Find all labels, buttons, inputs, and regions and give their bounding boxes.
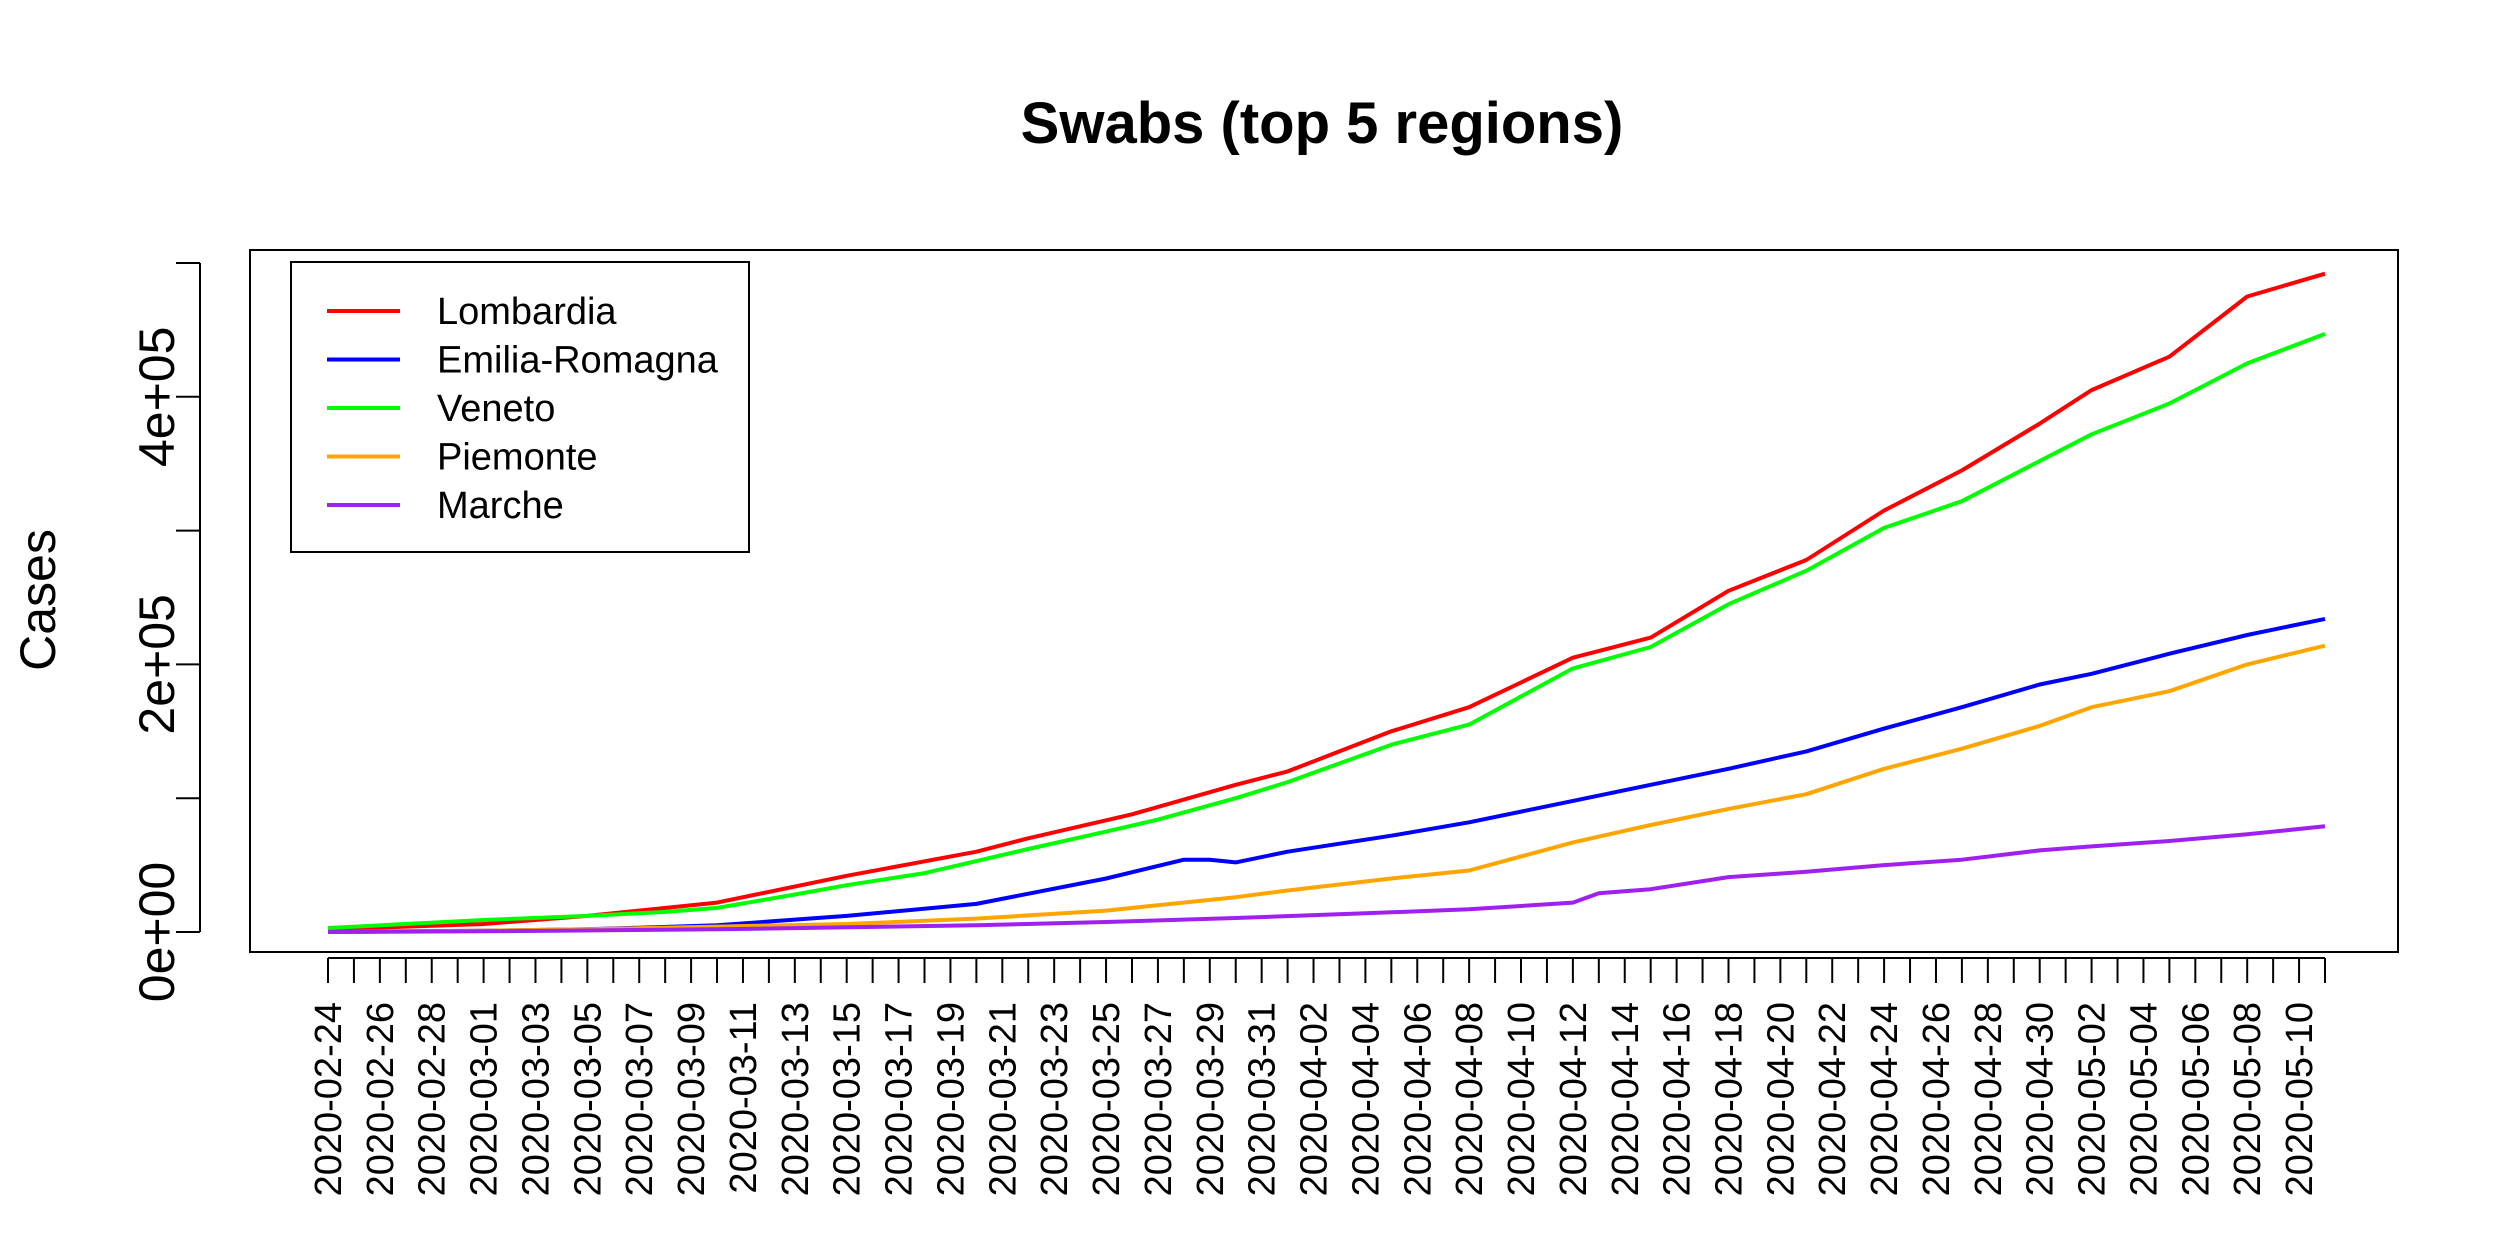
x-tick-label: 2020-03-21 [982, 1002, 1024, 1196]
x-tick-label: 2020-03-25 [1086, 1002, 1128, 1196]
x-tick-label: 2020-03-29 [1190, 1002, 1232, 1196]
x-tick-label: 2020-03-13 [775, 1002, 817, 1196]
y-tick-label: 2e+05 [129, 594, 185, 734]
x-tick-label: 2020-04-14 [1605, 1002, 1647, 1196]
x-tick-label: 2020-03-07 [619, 1002, 661, 1196]
x-tick-label: 2020-04-16 [1657, 1002, 1699, 1196]
x-tick-label: 2020-03-19 [930, 1002, 972, 1196]
x-tick-label: 2020-04-12 [1553, 1002, 1595, 1196]
x-tick-label: 2020-03-23 [1034, 1002, 1076, 1196]
x-tick-label: 2020-04-18 [1708, 1002, 1750, 1196]
x-tick-label: 2020-05-02 [2072, 1002, 2114, 1196]
x-tick-label: 2020-04-06 [1397, 1002, 1439, 1196]
series-line [327, 824, 2326, 934]
legend-label: Lombardia [437, 291, 617, 333]
series-line [327, 616, 2326, 934]
x-tick-label: 2020-03-17 [879, 1002, 921, 1196]
x-tick-label: 2020-03-11 [723, 1002, 765, 1194]
x-tick-label: 2020-02-28 [412, 1002, 454, 1196]
legend-label: Emilia-Romagna [437, 340, 719, 382]
x-tick-label: 2020-03-01 [464, 1002, 506, 1196]
legend-label: Marche [437, 485, 564, 527]
y-tick-label: 4e+05 [129, 327, 185, 467]
x-tick-label: 2020-05-08 [2227, 1002, 2269, 1196]
x-tick-label: 2020-05-04 [2123, 1002, 2165, 1196]
x-tick-label: 2020-04-02 [1294, 1002, 1336, 1196]
y-axis: 0e+00 2e+05 4e+05 [129, 262, 201, 1002]
x-tick-label: 2020-03-09 [671, 1002, 713, 1196]
x-tick-label: 2020-04-04 [1345, 1002, 1387, 1196]
x-tick-label: 2020-03-15 [827, 1002, 869, 1196]
x-tick-label: 2020-04-20 [1760, 1002, 1802, 1196]
series-line [327, 332, 2326, 930]
x-tick-label: 2020-04-08 [1449, 1002, 1491, 1196]
x-tick-label: 2020-04-24 [1864, 1002, 1906, 1196]
x-tick-label: 2020-05-06 [2175, 1002, 2217, 1196]
x-tick-label: 2020-04-30 [2020, 1002, 2062, 1196]
series-line [327, 643, 2326, 934]
x-tick-label: 2020-05-10 [2279, 1002, 2321, 1196]
legend-label: Piemonte [437, 437, 598, 479]
y-tick-label: 0e+00 [129, 862, 185, 1002]
x-tick-label: 2020-04-26 [1916, 1002, 1958, 1196]
legend-label: Veneto [437, 388, 555, 430]
x-axis: 2020-02-24 2020-02-26 2020-02-28 2020-03-01… [308, 957, 2326, 1196]
x-tick-label: 2020-03-03 [515, 1002, 557, 1196]
x-tick-label: 2020-02-26 [360, 1002, 402, 1196]
x-tick-label: 2020-04-10 [1501, 1002, 1543, 1196]
x-tick-label: 2020-02-24 [308, 1002, 350, 1196]
x-tick-label: 2020-03-27 [1138, 1002, 1180, 1196]
x-tick-label: 2020-04-22 [1812, 1002, 1854, 1196]
series-layer [327, 271, 2326, 934]
x-tick-label: 2020-04-28 [1968, 1002, 2010, 1196]
y-axis-label: Cases [10, 529, 66, 671]
series-line [327, 271, 2326, 932]
chart-title: Swabs (top 5 regions) [1021, 91, 1624, 156]
x-tick-label: 2020-03-31 [1242, 1002, 1284, 1196]
plot-frame [249, 249, 2399, 953]
x-tick-label: 2020-03-05 [567, 1002, 609, 1196]
legend: Lombardia Emilia-Romagna Veneto Piemonte Mar… [290, 261, 750, 553]
